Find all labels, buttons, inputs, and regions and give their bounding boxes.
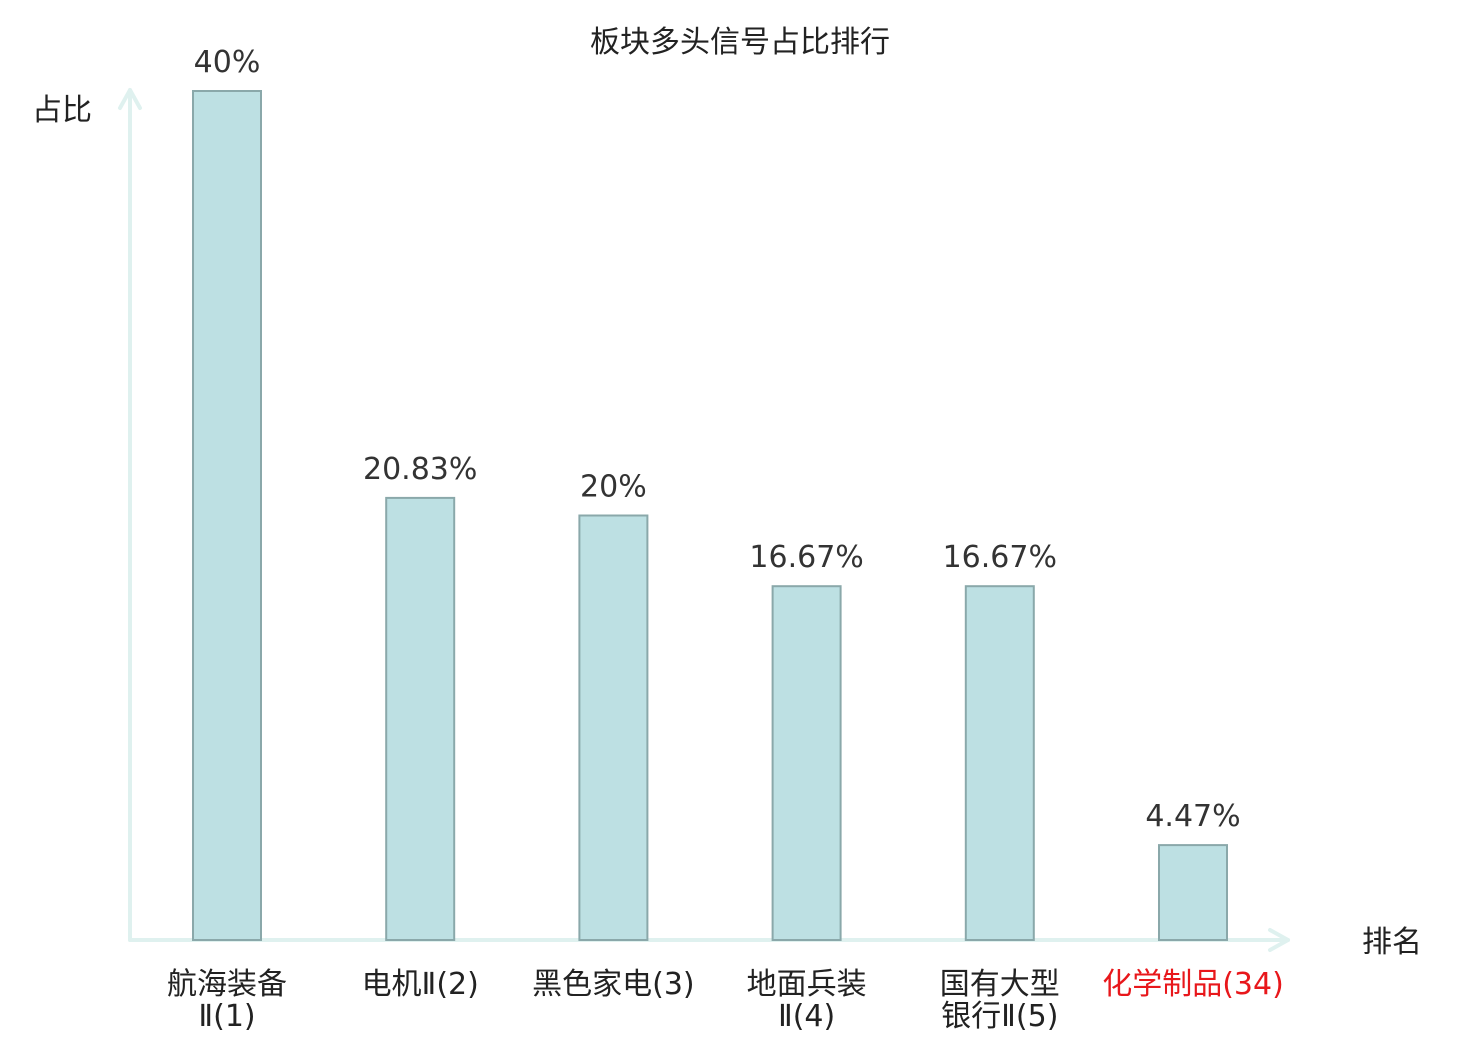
category-label-1: 航海装备 Ⅱ(1) xyxy=(167,967,287,1034)
value-labels: 40% 20.83% 20% 16.67% 16.67% 4.47% xyxy=(194,45,1241,834)
value-label-3: 20% xyxy=(580,470,647,505)
bar-6 xyxy=(1158,844,1228,941)
category-label-4-line-2: Ⅱ(4) xyxy=(778,999,835,1034)
category-label-6: 化学制品(34) xyxy=(1102,967,1284,1002)
value-label-2: 20.83% xyxy=(363,452,477,487)
bar-5 xyxy=(964,585,1035,941)
category-label-2-line-1: 电机Ⅱ(2) xyxy=(362,967,479,1002)
category-label-4-line-1: 地面兵装 xyxy=(747,967,867,1002)
axes xyxy=(118,88,1290,952)
category-label-5-line-2: 银行Ⅱ(5) xyxy=(941,999,1058,1034)
chart-title: 板块多头信号占比排行 xyxy=(590,25,890,60)
value-label-6: 4.47% xyxy=(1145,799,1240,834)
category-label-2: 电机Ⅱ(2) xyxy=(362,967,479,1002)
bar-2 xyxy=(385,496,456,941)
x-axis-arrow xyxy=(1268,928,1290,952)
category-label-1-line-1: 航海装备 xyxy=(167,967,287,1002)
bars xyxy=(192,90,1228,941)
category-label-3-line-1: 黑色家电(3) xyxy=(532,967,695,1002)
y-axis-arrow xyxy=(118,88,142,110)
category-label-1-line-2: Ⅱ(1) xyxy=(198,999,255,1034)
bar-1 xyxy=(192,90,262,941)
category-labels: 航海装备 Ⅱ(1) 电机Ⅱ(2) 黑色家电(3) 地面兵装 Ⅱ(4) 国有大型银行Ⅱ(5) 化… xyxy=(167,967,1284,1034)
value-label-5: 16.67% xyxy=(943,540,1057,575)
category-label-4: 地面兵装 Ⅱ(4) xyxy=(747,967,867,1034)
category-label-6-line-1: 化学制品(34) xyxy=(1102,967,1284,1002)
x-axis-title: 排名 xyxy=(1362,925,1422,960)
value-label-1: 40% xyxy=(194,45,261,80)
category-label-3: 黑色家电(3) xyxy=(532,967,695,1002)
y-axis-title: 占比 xyxy=(32,93,92,128)
category-label-5: 国有大型银行Ⅱ(5) xyxy=(940,967,1060,1034)
value-label-4: 16.67% xyxy=(749,540,863,575)
category-label-5-line-1: 国有大型 xyxy=(940,967,1060,1002)
bar-3 xyxy=(578,514,649,941)
bar-4 xyxy=(771,585,842,941)
